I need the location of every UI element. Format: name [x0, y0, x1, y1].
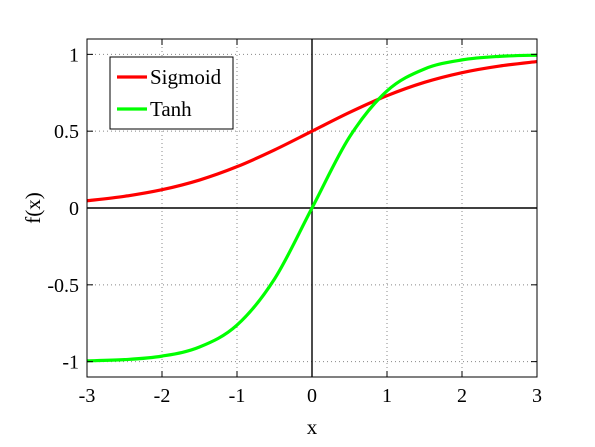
y-tick-label: 0	[69, 198, 79, 220]
x-tick-label: 1	[382, 385, 392, 407]
series-line-sigmoid	[86, 59, 538, 203]
x-tick-label: -2	[154, 385, 171, 407]
x-tick-label: -3	[79, 385, 96, 407]
x-tick-label: -1	[229, 385, 246, 407]
series-lines	[86, 53, 538, 363]
x-axis-title: x	[307, 415, 318, 439]
x-tick-label: 3	[532, 385, 542, 407]
y-tick-label: -1	[62, 352, 79, 374]
x-tick-label: 2	[457, 385, 467, 407]
y-axis-title: f(x)	[21, 192, 45, 223]
legend-box	[109, 56, 234, 130]
y-tick-label: 1	[69, 44, 79, 66]
series-line-tanh	[86, 53, 538, 363]
y-tick-label: 0.5	[54, 121, 79, 143]
legend: Sigmoid Tanh	[109, 56, 234, 130]
legend-label-tanh: Tanh	[150, 97, 192, 121]
y-tick-label: -0.5	[47, 275, 79, 297]
x-tick-labels: -3 -2 -1 0 1 2 3	[79, 385, 542, 407]
axis-ticks	[86, 39, 538, 377]
legend-label-sigmoid: Sigmoid	[150, 65, 222, 89]
x-tick-label: 0	[307, 385, 317, 407]
y-tick-labels: -1 -0.5 0 0.5 1	[47, 44, 79, 373]
